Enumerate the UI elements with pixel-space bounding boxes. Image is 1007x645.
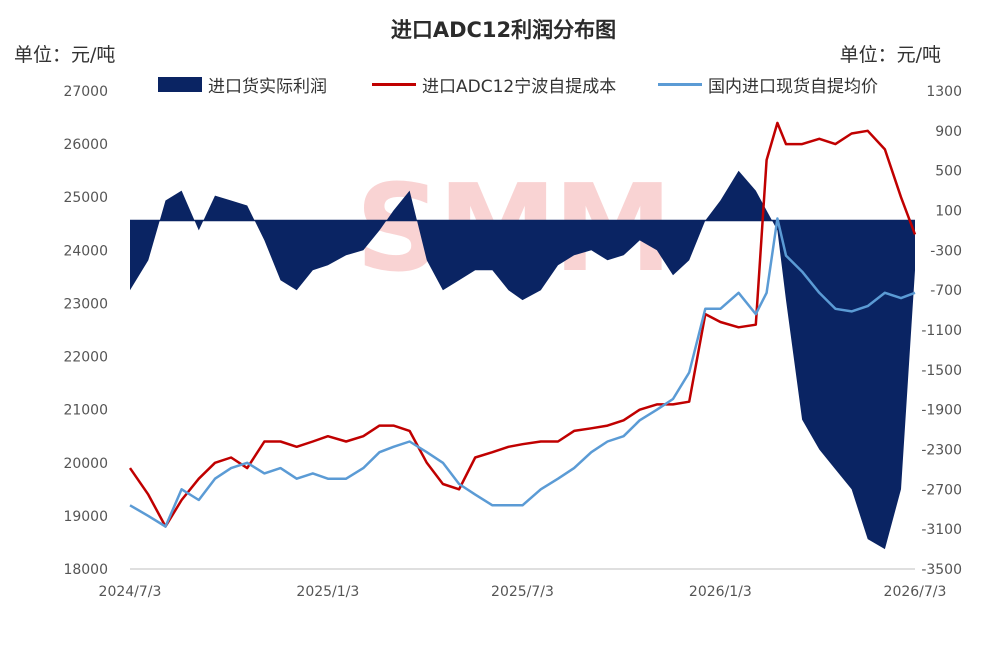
legend-item-cost: 进口ADC12宁波自提成本 — [372, 72, 616, 97]
legend-swatch-price — [658, 83, 702, 86]
x-tick-1: 2025/1/3 — [296, 584, 359, 600]
legend-label-profit: 进口货实际利润 — [208, 77, 327, 97]
left-axis-unit: 单位：元/吨 — [14, 44, 116, 66]
left-tick-6: 21000 — [63, 403, 108, 419]
legend-swatch-cost — [372, 83, 416, 86]
x-tick-2: 2025/7/3 — [491, 584, 554, 600]
series-line-cost — [128, 121, 917, 528]
left-tick-5: 22000 — [63, 350, 108, 366]
legend: 进口货实际利润 进口ADC12宁波自提成本 国内进口现货自提均价 — [0, 72, 1007, 98]
x-tick-4: 2026/7/3 — [884, 584, 947, 600]
right-tick-11: -3100 — [921, 522, 962, 538]
right-tick-8: -1900 — [921, 403, 962, 419]
right-tick-2: 500 — [935, 164, 962, 180]
left-tick-9: 18000 — [63, 562, 108, 578]
right-tick-12: -3500 — [921, 562, 962, 578]
legend-item-profit: 进口货实际利润 — [158, 72, 327, 97]
legend-label-cost: 进口ADC12宁波自提成本 — [422, 77, 617, 97]
right-tick-1: 900 — [935, 124, 962, 140]
series-line-price — [129, 217, 916, 528]
right-axis-unit: 单位：元/吨 — [839, 44, 941, 66]
series-area-profit — [130, 170, 915, 550]
left-tick-7: 20000 — [63, 456, 108, 472]
left-tick-3: 24000 — [63, 243, 108, 259]
right-tick-7: -1500 — [921, 363, 962, 379]
legend-item-price: 国内进口现货自提均价 — [658, 72, 878, 97]
right-tick-10: -2700 — [921, 482, 962, 498]
right-tick-3: 100 — [935, 204, 962, 220]
right-tick-5: -700 — [930, 283, 962, 299]
legend-label-price: 国内进口现货自提均价 — [708, 77, 878, 97]
x-tick-0: 2024/7/3 — [99, 584, 162, 600]
right-tick-4: -300 — [930, 243, 962, 259]
x-tick-3: 2026/1/3 — [689, 584, 752, 600]
left-tick-1: 26000 — [63, 137, 108, 153]
right-tick-0: 1300 — [926, 84, 962, 100]
legend-swatch-profit — [158, 77, 202, 92]
chart-title: 进口ADC12利润分布图 — [390, 18, 617, 42]
right-tick-9: -2300 — [921, 443, 962, 459]
left-tick-8: 19000 — [63, 509, 108, 525]
left-tick-0: 27000 — [63, 84, 108, 100]
right-tick-6: -1100 — [921, 323, 962, 339]
left-tick-4: 23000 — [63, 296, 108, 312]
left-tick-2: 25000 — [63, 190, 108, 206]
